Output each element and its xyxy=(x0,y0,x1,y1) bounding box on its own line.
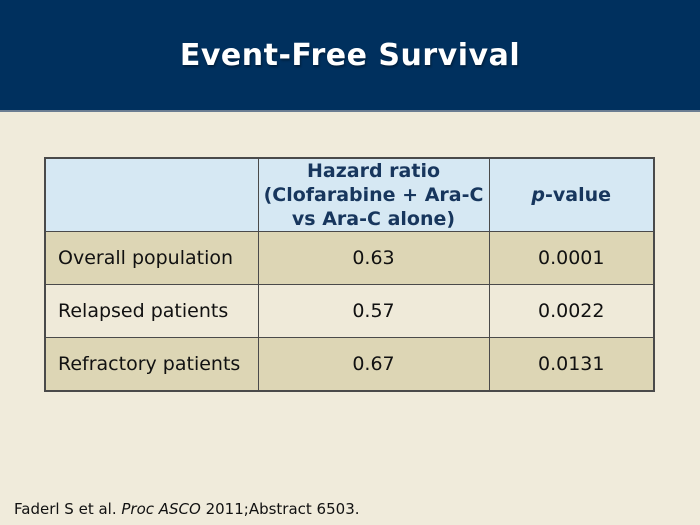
hazard-ratio-header-cell: Hazard ratio (Clofarabine + Ara-C vs Ara… xyxy=(257,157,490,232)
empty-header-cell xyxy=(44,157,259,232)
slide-title: Event-Free Survival xyxy=(179,37,521,73)
citation: Faderl S et al. Proc ASCO 2011;Abstract … xyxy=(14,500,360,518)
citation-suffix: 2011;Abstract 6503. xyxy=(200,500,360,518)
table-row: Relapsed patients 0.57 0.0022 xyxy=(44,284,655,338)
table-header-row: Hazard ratio (Clofarabine + Ara-C vs Ara… xyxy=(44,157,655,232)
citation-prefix: Faderl S et al. xyxy=(14,500,122,518)
row-label: Overall population xyxy=(44,231,259,285)
p-value: 0.0001 xyxy=(488,231,655,285)
row-label: Refractory patients xyxy=(44,337,259,392)
p-value-italic-p: p xyxy=(531,184,546,206)
p-value: 0.0131 xyxy=(488,337,655,392)
hazard-ratio-value: 0.67 xyxy=(257,337,490,392)
p-value: 0.0022 xyxy=(488,284,655,338)
title-band: Event-Free Survival xyxy=(0,0,700,112)
citation-journal: Proc ASCO xyxy=(121,500,201,518)
hazard-ratio-value: 0.57 xyxy=(257,284,490,338)
p-value-rest: -value xyxy=(545,184,612,206)
table-row: Refractory patients 0.67 0.0131 xyxy=(44,337,655,392)
p-value-header-cell: p-value xyxy=(488,157,655,232)
table-row: Overall population 0.63 0.0001 xyxy=(44,231,655,285)
results-table: Hazard ratio (Clofarabine + Ara-C vs Ara… xyxy=(44,157,655,392)
row-label: Relapsed patients xyxy=(44,284,259,338)
hazard-ratio-value: 0.63 xyxy=(257,231,490,285)
